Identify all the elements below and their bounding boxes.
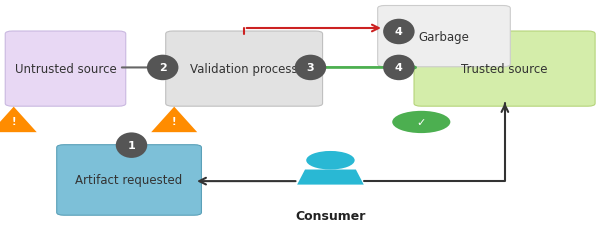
Text: 4: 4 <box>395 27 403 37</box>
Text: Trusted source: Trusted source <box>461 63 548 76</box>
Text: 1: 1 <box>128 140 135 151</box>
Polygon shape <box>151 107 197 133</box>
Ellipse shape <box>147 55 178 81</box>
Text: Validation process: Validation process <box>190 63 298 76</box>
Text: 4: 4 <box>395 63 403 73</box>
FancyBboxPatch shape <box>378 6 510 67</box>
FancyBboxPatch shape <box>414 32 595 107</box>
Ellipse shape <box>116 133 147 158</box>
Text: !: ! <box>12 116 16 126</box>
Text: Garbage: Garbage <box>419 30 470 43</box>
Text: Consumer: Consumer <box>295 209 365 222</box>
Text: Artifact requested: Artifact requested <box>76 174 182 187</box>
Circle shape <box>392 111 450 134</box>
Text: ✓: ✓ <box>416 117 426 128</box>
Circle shape <box>306 151 355 170</box>
Text: Untrusted source: Untrusted source <box>15 63 116 76</box>
FancyBboxPatch shape <box>57 145 201 215</box>
Ellipse shape <box>383 55 415 81</box>
Text: 2: 2 <box>159 63 167 73</box>
Polygon shape <box>0 107 37 133</box>
Ellipse shape <box>295 55 326 81</box>
Text: !: ! <box>172 116 176 126</box>
Ellipse shape <box>383 20 415 45</box>
Text: 3: 3 <box>307 63 315 73</box>
Polygon shape <box>297 170 364 185</box>
FancyBboxPatch shape <box>5 32 126 107</box>
FancyBboxPatch shape <box>165 32 322 107</box>
